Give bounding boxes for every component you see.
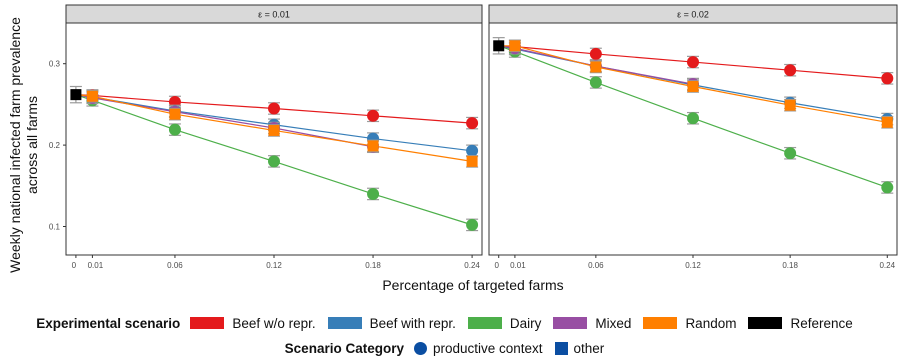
legend-item-beef-with-repr: Beef with repr. xyxy=(327,315,456,331)
legend-swatch-beef-wo-repr xyxy=(190,317,225,329)
reference-point xyxy=(493,40,505,52)
data-point xyxy=(367,140,379,152)
data-point xyxy=(466,144,479,157)
data-point xyxy=(86,90,98,102)
x-tick-label: 0.24 xyxy=(464,261,480,270)
series-random xyxy=(498,39,894,129)
chart: Weekly national infected farm prevalence… xyxy=(7,4,898,293)
data-point xyxy=(466,155,478,167)
x-tick-label: 0 xyxy=(494,261,499,270)
series-line xyxy=(498,45,694,85)
panel-strip-label: ε = 0.02 xyxy=(677,10,709,20)
legend-swatch-mixed xyxy=(553,317,588,329)
legend-item-dairy: Dairy xyxy=(467,315,542,331)
data-point xyxy=(589,76,602,89)
legend-label-beef-with-repr: Beef with repr. xyxy=(369,315,456,331)
data-point xyxy=(168,123,181,136)
x-tick-label: 0.12 xyxy=(266,261,282,270)
y-tick-label: 0.2 xyxy=(49,141,61,150)
data-point xyxy=(589,47,602,60)
data-point xyxy=(687,80,699,92)
x-tick-label: 0.18 xyxy=(365,261,381,270)
data-point xyxy=(881,116,893,128)
series-reference xyxy=(492,37,505,55)
legend-item-reference: Reference xyxy=(748,315,853,331)
data-point xyxy=(466,218,479,231)
x-tick-label: 0.06 xyxy=(588,261,604,270)
data-point xyxy=(268,102,280,115)
category-legend: Scenario Category productive context oth… xyxy=(0,339,901,357)
data-point xyxy=(268,124,280,136)
data-point xyxy=(169,108,181,120)
x-tick-label: 0.12 xyxy=(685,261,701,270)
legend-label-random: Random xyxy=(685,315,737,331)
legend-label-reference: Reference xyxy=(790,315,853,331)
scenario-legend-title: Experimental scenario xyxy=(36,315,181,331)
y-axis-label: Weekly national infected farm prevalence… xyxy=(7,17,40,273)
data-point xyxy=(784,147,797,160)
legend-item-random: Random xyxy=(643,316,736,331)
legend-label-dairy: Dairy xyxy=(509,315,542,331)
legend-label-beef-wo-repr: Beef w/o repr. xyxy=(232,315,316,331)
reference-point xyxy=(70,89,82,101)
y-tick-label: 0.3 xyxy=(49,60,61,69)
x-tick-label: 0 xyxy=(72,261,77,270)
panel-1: ε = 0.01 0 0.01 0.06 0.12 0.18 0.24 0.1 0.2 0.3 xyxy=(49,4,483,270)
y-tick-label: 0.1 xyxy=(49,223,61,232)
scenario-legend: Experimental scenario Beef w/o repr. Bee… xyxy=(0,313,901,333)
x-tick-label: 0.06 xyxy=(167,261,183,270)
data-point xyxy=(687,112,699,125)
x-tick-label: 0.24 xyxy=(879,261,895,270)
legend-label-mixed: Mixed xyxy=(595,315,632,331)
data-point xyxy=(367,109,380,122)
data-point xyxy=(687,56,699,69)
series-dairy xyxy=(75,94,479,232)
x-tick-label: 0.01 xyxy=(510,261,526,270)
y-axis-label-line-1: Weekly national infected farm prevalence xyxy=(7,17,23,273)
legend-item-mixed: Mixed xyxy=(553,316,631,331)
y-axis-label-line-2: across all farms xyxy=(24,96,40,194)
panel-strip-label: ε = 0.01 xyxy=(258,10,290,20)
x-tick-label: 0.18 xyxy=(782,261,798,270)
data-point xyxy=(509,40,521,52)
legend-swatch-reference xyxy=(748,317,783,329)
legend-label-other: other xyxy=(573,340,605,356)
series-reference xyxy=(69,85,82,104)
data-point xyxy=(268,155,280,168)
legend-swatch-dairy xyxy=(467,317,502,329)
data-point xyxy=(466,117,479,130)
legend-label-productive-context: productive context xyxy=(432,340,543,356)
series-random xyxy=(75,89,479,168)
x-tick-label: 0.01 xyxy=(88,261,104,270)
x-axis-label: Percentage of targeted farms xyxy=(382,277,563,293)
data-point xyxy=(784,99,796,111)
circle-icon xyxy=(413,341,427,355)
data-point xyxy=(881,72,894,85)
legend-swatch-beef-with-repr xyxy=(327,317,362,329)
panel-2: ε = 0.02 0 0.01 0.06 0.12 0.18 0.24 xyxy=(488,4,898,270)
square-icon xyxy=(554,341,568,355)
panel-border xyxy=(65,22,483,256)
legend-item-beef-wo-repr: Beef w/o repr. xyxy=(190,315,316,331)
data-point xyxy=(881,181,894,194)
data-point xyxy=(367,187,380,200)
legend-item-productive-context: productive context xyxy=(413,340,543,356)
category-legend-title: Scenario Category xyxy=(284,340,404,356)
legend-swatch-random xyxy=(643,317,678,329)
data-point xyxy=(590,61,602,73)
data-point xyxy=(784,64,797,77)
legend-item-other: other xyxy=(554,340,605,356)
